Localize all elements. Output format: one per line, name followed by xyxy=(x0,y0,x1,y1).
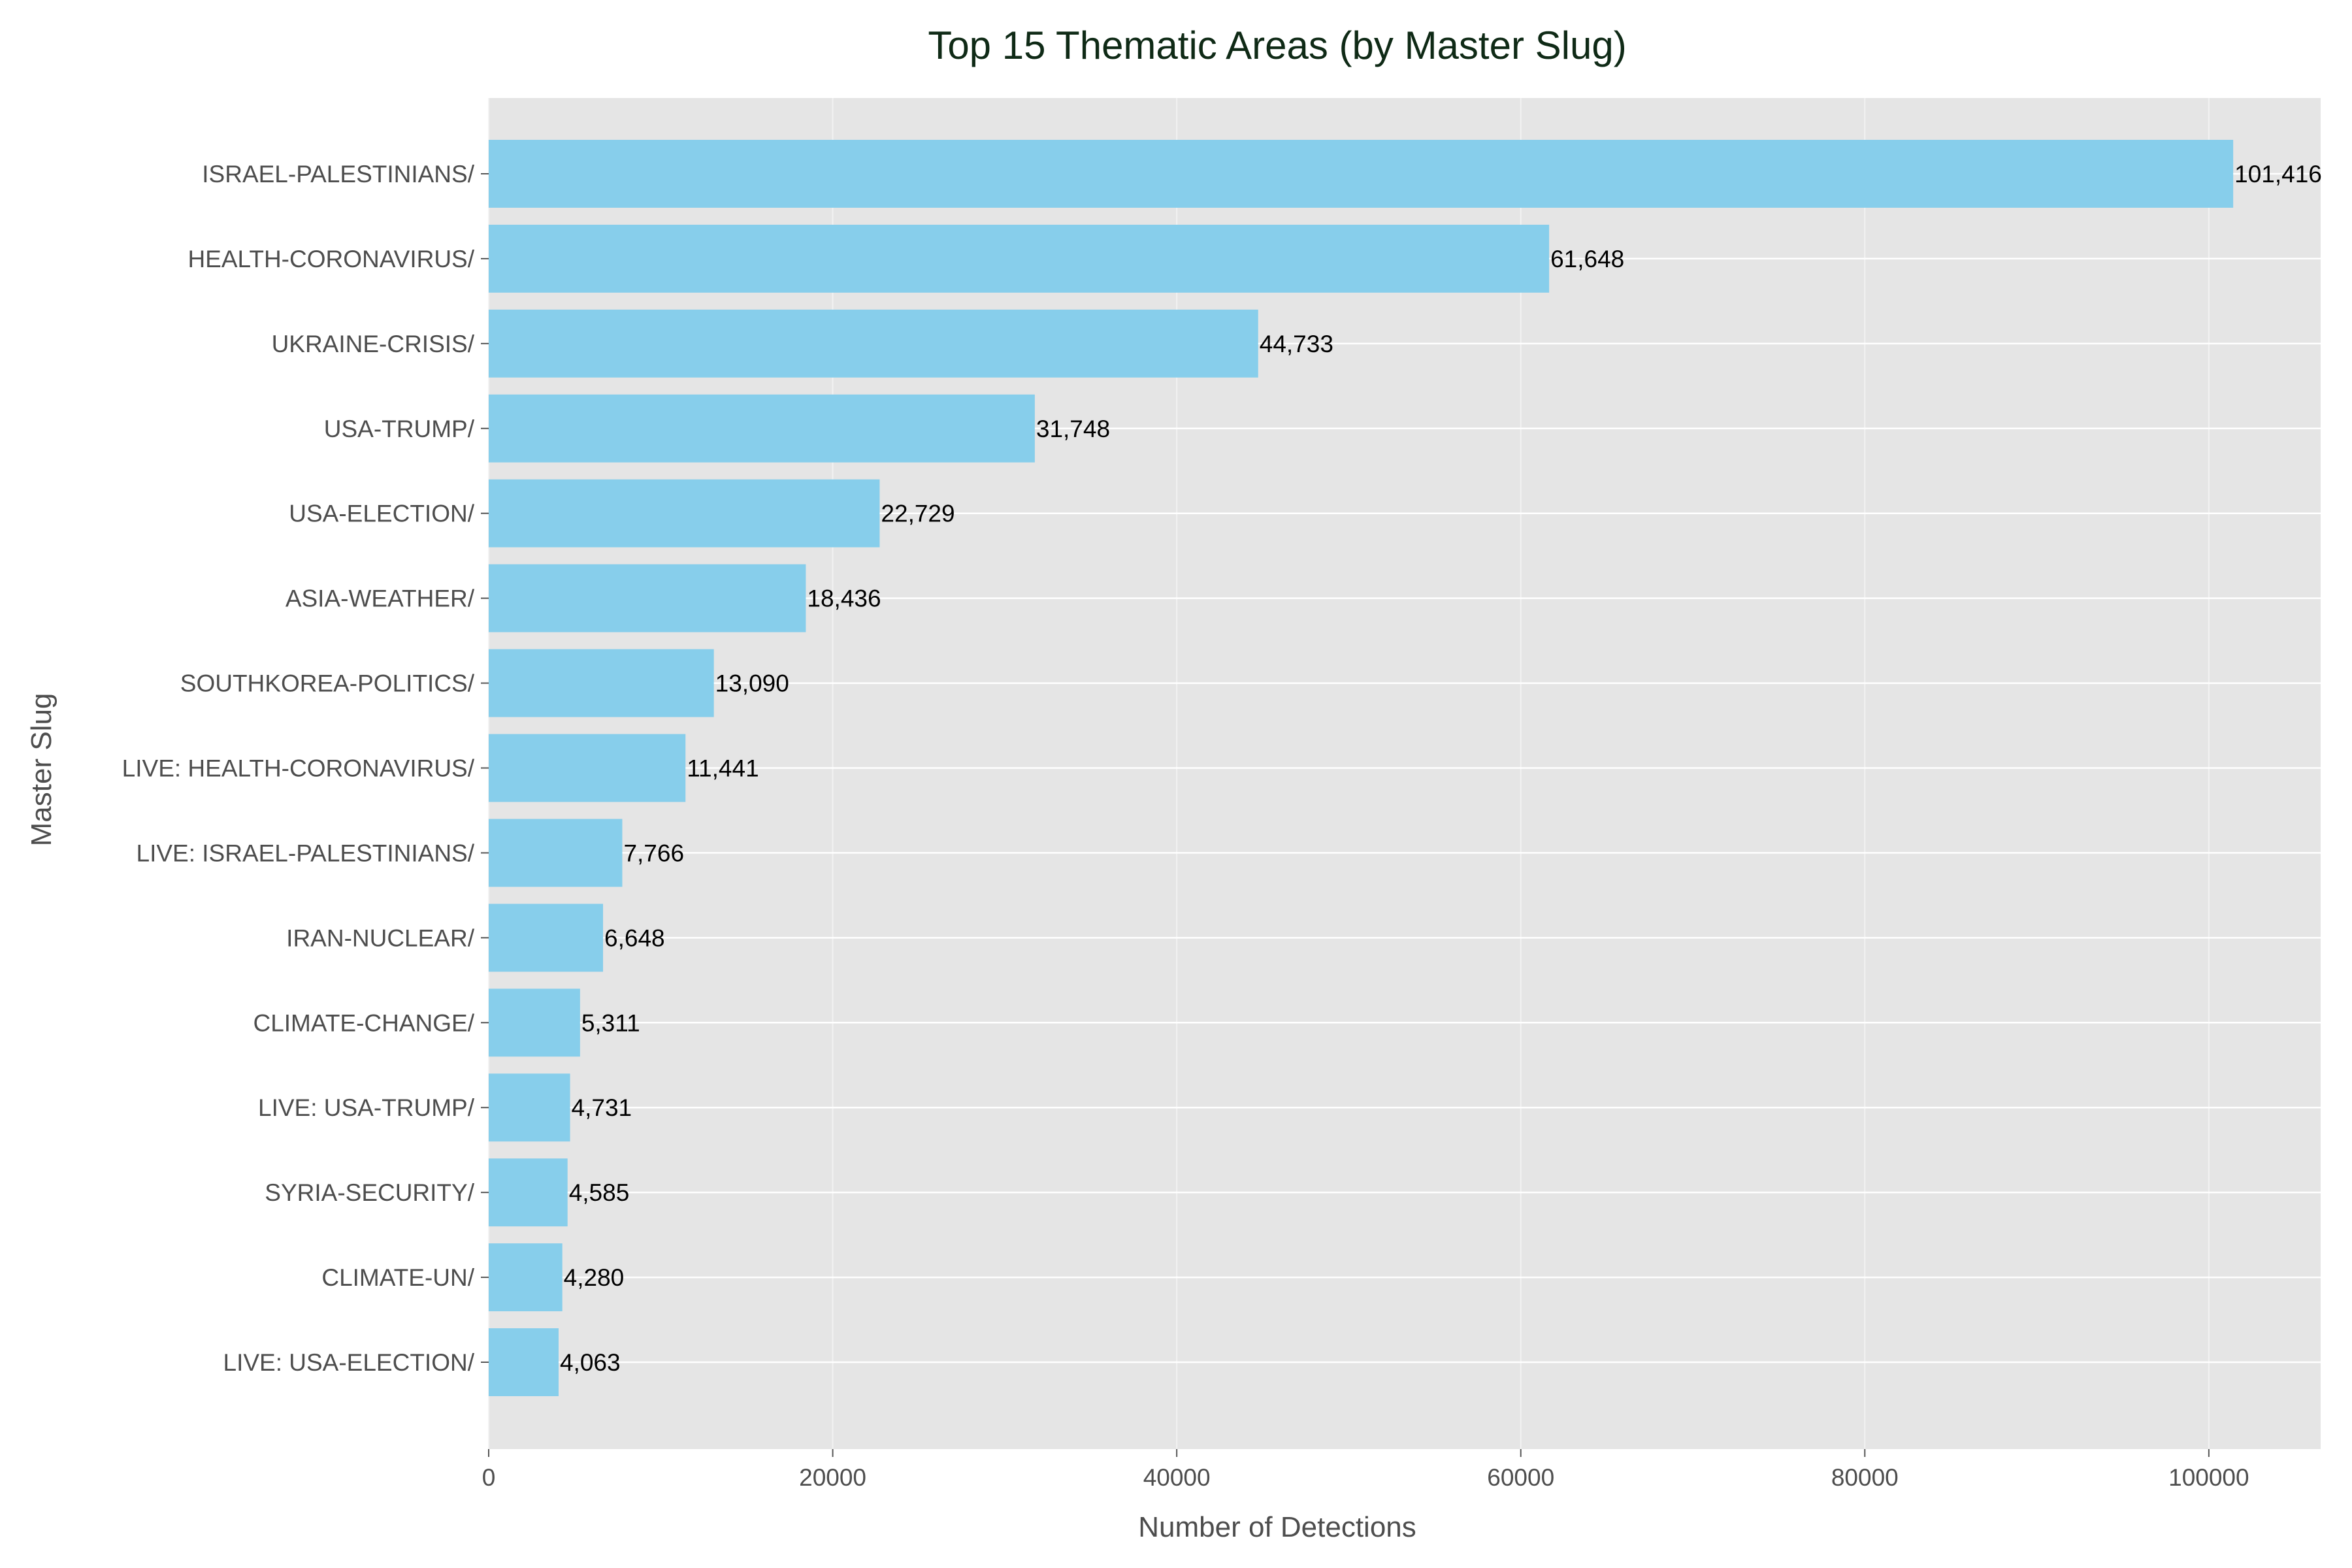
data-label: 4,063 xyxy=(560,1349,621,1376)
bar xyxy=(489,479,880,547)
data-label: 5,311 xyxy=(581,1009,640,1036)
x-tick-label: 0 xyxy=(482,1464,496,1491)
y-tick-label: LIVE: USA-ELECTION/ xyxy=(223,1349,475,1376)
bar xyxy=(489,1243,563,1312)
bar xyxy=(489,140,2234,208)
data-label: 4,731 xyxy=(572,1094,632,1121)
bar xyxy=(489,309,1258,378)
bar xyxy=(489,564,806,632)
y-tick-label: LIVE: HEALTH-CORONAVIRUS/ xyxy=(122,755,475,782)
y-tick-label: LIVE: ISRAEL-PALESTINIANS/ xyxy=(137,840,475,866)
x-tick-label: 60000 xyxy=(1487,1464,1554,1491)
data-labels: 101,416 61,648 44,733 31,748 22,729 18,436 13,… xyxy=(560,161,2322,1376)
data-label: 7,766 xyxy=(623,840,684,866)
x-tick-label: 40000 xyxy=(1143,1464,1211,1491)
y-tick-label: USA-TRUMP/ xyxy=(324,416,475,442)
data-label: 18,436 xyxy=(807,585,881,612)
bar xyxy=(489,988,580,1057)
y-tick-label: SYRIA-SECURITY/ xyxy=(265,1179,474,1206)
bar xyxy=(489,1328,559,1396)
y-tick-label: USA-ELECTION/ xyxy=(289,500,474,527)
bar xyxy=(489,1073,570,1142)
data-label: 31,748 xyxy=(1036,416,1110,442)
x-axis-label: Number of Detections xyxy=(1138,1511,1416,1543)
bar xyxy=(489,224,1550,293)
data-label: 61,648 xyxy=(1550,246,1624,272)
y-tick-label: ISRAEL-PALESTINIANS/ xyxy=(202,161,474,188)
bar xyxy=(489,734,686,802)
y-tick-label: UKRAINE-CRISIS/ xyxy=(272,331,475,357)
x-tick-labels: 0 20000 40000 60000 80000 100000 xyxy=(482,1449,2249,1491)
y-tick-labels: ISRAEL-PALESTINIANS/HEALTH-CORONAVIRUS/U… xyxy=(122,161,489,1376)
y-tick-label: LIVE: USA-TRUMP/ xyxy=(258,1094,475,1121)
x-tick-label: 20000 xyxy=(799,1464,866,1491)
data-label: 6,648 xyxy=(604,924,665,951)
bar xyxy=(489,819,623,887)
y-tick-label: IRAN-NUCLEAR/ xyxy=(286,924,475,951)
bar xyxy=(489,904,604,972)
bar xyxy=(489,1158,568,1227)
data-label: 101,416 xyxy=(2234,161,2322,188)
data-label: 4,585 xyxy=(569,1179,630,1206)
x-tick-label: 100000 xyxy=(2168,1464,2249,1491)
data-label: 44,733 xyxy=(1260,331,1333,357)
plot-background xyxy=(489,98,2321,1449)
y-axis-label: Master Slug xyxy=(25,693,57,847)
bar xyxy=(489,649,714,717)
y-tick-label: ASIA-WEATHER/ xyxy=(286,585,475,612)
chart-title: Top 15 Thematic Areas (by Master Slug) xyxy=(928,24,1626,67)
bar xyxy=(489,394,1035,463)
bars xyxy=(489,140,2234,1396)
data-label: 4,280 xyxy=(564,1264,625,1291)
y-tick-label: CLIMATE-CHANGE/ xyxy=(253,1009,474,1036)
data-label: 13,090 xyxy=(715,670,789,697)
y-tick-label: SOUTHKOREA-POLITICS/ xyxy=(180,670,475,697)
data-label: 11,441 xyxy=(687,755,759,782)
y-tick-label: HEALTH-CORONAVIRUS/ xyxy=(188,246,474,272)
x-tick-label: 80000 xyxy=(1831,1464,1899,1491)
y-tick-label: CLIMATE-UN/ xyxy=(321,1264,474,1291)
data-label: 22,729 xyxy=(881,500,955,527)
